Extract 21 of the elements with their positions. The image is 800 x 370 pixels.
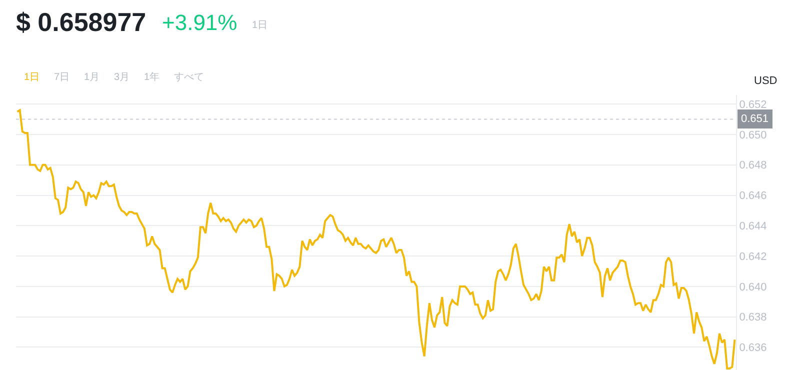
y-tick-label: 0.640 xyxy=(739,281,767,294)
text: 1月 xyxy=(84,72,100,83)
text: 7日 xyxy=(54,72,70,83)
text: 1日 xyxy=(252,20,268,31)
y-tick-label: 0.642 xyxy=(739,250,767,263)
text: すべて xyxy=(174,72,204,83)
y-tick-label: 0.638 xyxy=(739,312,767,324)
text: 3月 xyxy=(114,72,130,83)
ref-line-label: 0.651 xyxy=(741,113,769,125)
y-tick-label: 0.646 xyxy=(739,190,767,202)
y-tick-label: 0.644 xyxy=(739,220,767,233)
chart-title: $ 0.658977 xyxy=(16,7,146,38)
y-tick-label: 0.652 xyxy=(739,98,767,111)
chart-subtitle: +3.91% xyxy=(162,10,238,35)
text: 1日 xyxy=(24,72,40,83)
y-axis-title: USD xyxy=(754,75,778,87)
y-tick-label: 0.636 xyxy=(739,342,767,354)
text: 1年 xyxy=(144,71,160,83)
line-series xyxy=(16,109,736,370)
y-tick-label: 0.648 xyxy=(739,160,767,172)
y-tick-label: 0.650 xyxy=(739,129,767,142)
